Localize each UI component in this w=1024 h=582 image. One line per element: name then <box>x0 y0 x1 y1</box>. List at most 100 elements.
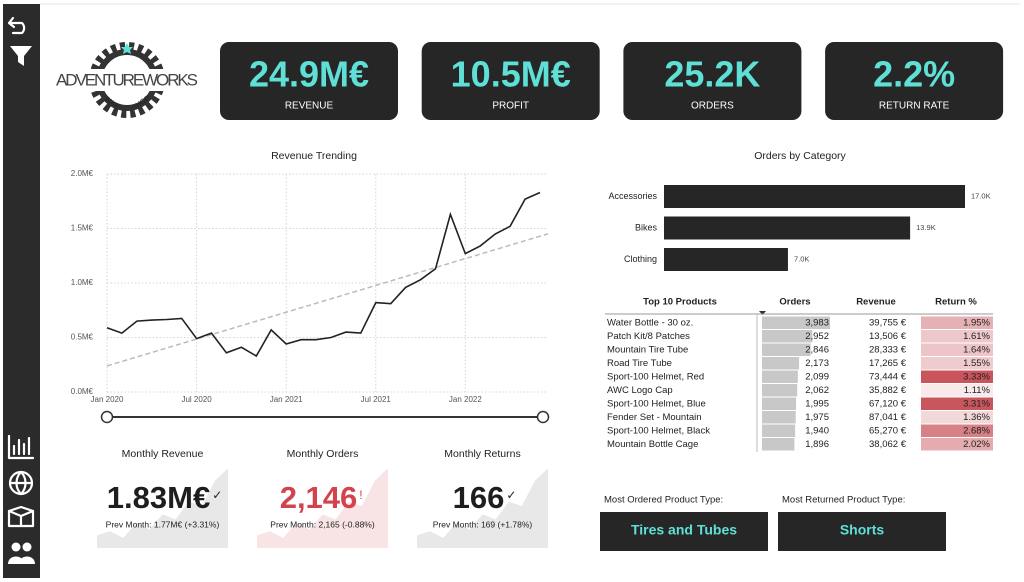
bar <box>664 185 965 208</box>
data-bar <box>762 384 798 397</box>
card-title: Monthly Returns <box>444 448 520 460</box>
y-tick-label: 0.5M€ <box>71 333 94 342</box>
card-status: ✓ <box>212 488 222 502</box>
trend-line <box>106 233 549 367</box>
sparkline-area <box>257 468 388 548</box>
slider-handle[interactable] <box>100 410 114 424</box>
product-name: Road Tire Tube <box>607 358 672 369</box>
data-bar <box>762 424 796 437</box>
return-text: 1.55% <box>963 358 990 369</box>
logo-star <box>121 43 133 54</box>
kpi-card <box>623 42 802 120</box>
product-name: Sport-100 Helmet, Black <box>607 425 710 436</box>
slider-handle[interactable] <box>536 410 550 424</box>
kpi-value: 25.2K <box>664 54 760 95</box>
revenue-cell: 17,265 € <box>869 358 907 369</box>
card-status: ! <box>359 488 362 502</box>
revenue-cell: 13,506 € <box>869 331 907 342</box>
kpi-label: RETURN RATE <box>879 101 950 112</box>
kpi-value: 24.9M€ <box>249 54 369 95</box>
table-header: Revenue <box>856 297 896 308</box>
value-label: 13.9K <box>916 223 936 232</box>
orders-cell: 2,952 <box>805 331 829 342</box>
card-value: 166 <box>453 480 505 515</box>
data-bar <box>762 316 830 329</box>
line-series <box>106 191 541 358</box>
revenue-cell: 39,755 € <box>869 317 907 328</box>
card-note: Prev Month: 169 (+1.78%) <box>433 519 533 529</box>
filter-button[interactable] <box>10 46 32 66</box>
return-text: 1.11% <box>964 385 991 396</box>
type-label: Most Returned Product Type: <box>782 495 905 506</box>
type-value: Shorts <box>840 522 885 538</box>
data-bar <box>762 397 797 410</box>
category-label: Bikes <box>635 222 658 232</box>
orders-cell: 1,896 <box>805 439 829 450</box>
sparkline-area <box>417 468 548 548</box>
chart-title: Revenue Trending <box>271 150 357 162</box>
category-label: Accessories <box>608 191 657 201</box>
data-bar <box>762 343 811 356</box>
kpi-value: 10.5M€ <box>451 54 571 95</box>
x-tick-label: Jan 2022 <box>449 395 482 404</box>
kpi-card <box>825 42 1004 120</box>
nav-analysis[interactable] <box>7 434 35 460</box>
revenue-cell: 87,041 € <box>869 412 907 423</box>
orders-cell: 1,940 <box>805 425 829 436</box>
data-bar <box>762 411 796 424</box>
chart-title: Orders by Category <box>754 150 846 162</box>
product-name: Sport-100 Helmet, Red <box>607 371 704 382</box>
product-name: AWC Logo Cap <box>607 385 673 396</box>
return-cell <box>921 424 993 437</box>
return-cell <box>921 316 993 329</box>
x-tick-label: Jul 2020 <box>181 395 212 404</box>
type-value: Tires and Tubes <box>631 522 737 538</box>
value-label: 7.0K <box>794 254 809 263</box>
x-tick-label: Jan 2021 <box>270 395 303 404</box>
orders-cell: 2,099 <box>805 371 829 382</box>
product-name: Mountain Bottle Cage <box>607 439 698 450</box>
kpi-card <box>220 42 398 120</box>
sort-indicator <box>759 311 766 315</box>
back-button[interactable] <box>7 16 26 35</box>
card-title: Monthly Orders <box>287 448 359 460</box>
kpi-label: REVENUE <box>285 101 334 112</box>
nav-products[interactable] <box>7 505 35 528</box>
kpi-value: 2.2% <box>873 54 955 95</box>
y-tick-label: 0.0M€ <box>71 387 94 396</box>
orders-cell: 1,995 <box>805 398 829 409</box>
orders-cell: 2,173 <box>805 358 829 369</box>
kpi-label: ORDERS <box>691 101 734 112</box>
logo-name: ADVENTUREWORKS <box>56 70 198 89</box>
orders-cell: 1,975 <box>805 412 829 423</box>
y-tick-label: 1.0M€ <box>71 278 94 287</box>
card-value: 2,146 <box>280 480 358 515</box>
card-note: Prev Month: 1.77M€ (+3.31%) <box>106 519 220 529</box>
return-text: 1.64% <box>963 344 990 355</box>
table-header: Top 10 Products <box>643 297 717 308</box>
kpi-label: PROFIT <box>492 101 529 112</box>
return-cell <box>921 357 993 370</box>
nav-map[interactable] <box>8 470 34 496</box>
revenue-cell: 28,333 € <box>869 344 907 355</box>
product-name: Water Bottle - 30 oz. <box>607 317 693 328</box>
table-header: Return % <box>935 297 977 308</box>
logo-band <box>55 69 200 91</box>
return-cell <box>921 411 993 424</box>
return-text: 2.68% <box>963 425 990 436</box>
data-bar <box>762 370 798 383</box>
sparkline-area <box>97 468 228 548</box>
nav-customers[interactable] <box>8 542 35 565</box>
orders-cell: 2,062 <box>805 385 829 396</box>
revenue-cell: 38,062 € <box>869 439 907 450</box>
return-text: 3.31% <box>963 398 990 409</box>
bar <box>664 216 911 240</box>
bar <box>664 248 788 271</box>
return-cell <box>921 438 993 451</box>
card-title: Monthly Revenue <box>122 448 204 460</box>
orders-cell: 3,983 <box>805 317 829 328</box>
return-text: 2.02% <box>963 439 990 450</box>
data-bar <box>762 330 813 343</box>
product-name: Sport-100 Helmet, Blue <box>607 398 706 409</box>
